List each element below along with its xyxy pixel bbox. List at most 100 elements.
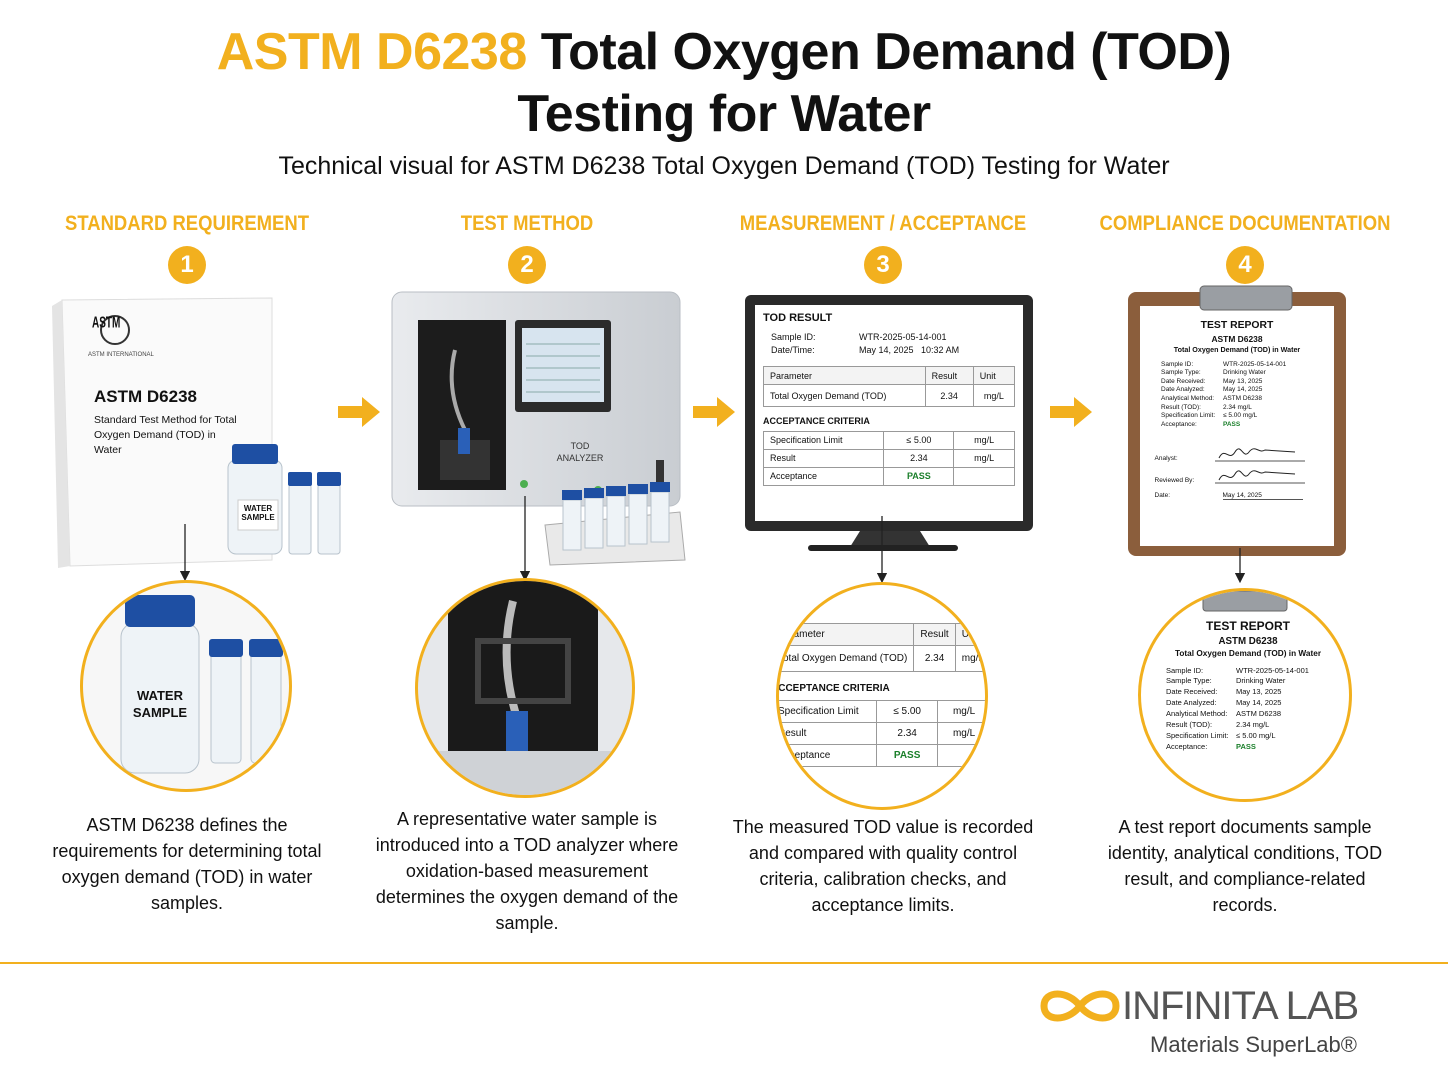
criteria-unit: mg/L (937, 699, 985, 723)
criteria-row: Specification Limit ≤ 5.00 mg/L (779, 699, 985, 723)
report-field: Sample ID: WTR-2025-05-14-001 (1161, 361, 1326, 368)
report-subtitle: Total Oxygen Demand (TOD) in Water (1173, 346, 1301, 354)
report-field: Specification Limit: ≤ 5.00 mg/L (1166, 731, 1345, 740)
criteria-value: ≤ 5.00 (876, 699, 939, 723)
zoom-analyzer (415, 578, 635, 798)
tod-analyzer (391, 291, 681, 507)
criteria-table: Specification Limit ≤ 5.00 mg/L Result 2.34 m… (762, 430, 1015, 486)
report-field: Result (TOD): 2.34 mg/L (1166, 720, 1345, 729)
step-description: A test report documents sample identity,… (1107, 817, 1383, 915)
criteria-value: ≤ 5.00 (883, 430, 955, 450)
title-highlight: ASTM D6238 (216, 23, 528, 81)
table-header-row: Parameter Result Unit (779, 623, 985, 646)
sample-bottles (227, 444, 341, 555)
brand-name: INFINITA LAB (1122, 984, 1359, 1028)
field-label: Result (TOD): (1161, 403, 1201, 411)
title-line-2: Testing for Water (517, 85, 931, 143)
zoom-result-content: Parameter Result Unit Total Oxygen Demand (… (776, 623, 985, 767)
standard-document (52, 297, 273, 568)
field-value: ASTM D6238 (1236, 709, 1282, 718)
brand-tagline: Materials SuperLab® (1150, 1032, 1357, 1057)
result-screen: TOD RESULT Sample ID: WTR-2025-05-14-001 Da… (762, 312, 1016, 486)
field-label: Acceptance: (1161, 420, 1197, 428)
criteria-label: Acceptance (762, 466, 885, 486)
measurement-parameter: Total Oxygen Demand (TOD) (763, 384, 926, 407)
field-label: Specification Limit: (1166, 730, 1229, 740)
step-heading: STANDARD REQUIREMENT (64, 212, 310, 235)
criteria-unit: mg/L (953, 448, 1015, 468)
step-arrows (338, 397, 1092, 427)
result-table: Parameter Result Unit Total Oxygen Demand (… (763, 366, 1016, 407)
criteria-row: Result 2.34 mg/L (762, 448, 1015, 468)
connectors (179, 496, 1246, 584)
criteria-label: Specification Limit (779, 699, 878, 723)
signature (1214, 470, 1305, 484)
field-label: Date Received: (1166, 687, 1218, 697)
report-field: Date Analyzed: May 14, 2025 (1161, 386, 1326, 393)
criteria-value: 2.34 (876, 721, 939, 745)
report-field: Result (TOD): 2.34 mg/L (1161, 404, 1326, 411)
field-label: Date Received: (1161, 377, 1206, 385)
zoom-bottle-label: WATER SAMPLE (132, 688, 188, 720)
field-value: May 13, 2025 (1236, 687, 1282, 697)
spacer (763, 358, 1015, 366)
result-table: Parameter Result Unit Total Oxygen Demand (… (779, 623, 985, 672)
report-field: Sample Type: Drinking Water (1161, 369, 1326, 376)
field-label: Date Analyzed: (1161, 386, 1205, 394)
doc-title: Standard Test Method for Total Oxygen De… (94, 414, 237, 456)
step-heading: MEASUREMENT / ACCEPTANCE (739, 212, 1027, 235)
doc-code: ASTM D6238 (94, 387, 197, 406)
meta-row: Date/Time: May 14, 2025 10:32 AM (771, 345, 1015, 355)
field-value: Drinking Water (1223, 369, 1266, 377)
brand-logo (1040, 990, 1120, 1022)
field-label: Date Analyzed: (1166, 698, 1217, 708)
report-field: Sample Type: Drinking Water (1166, 676, 1345, 685)
criteria-row: Acceptance PASS (779, 743, 985, 767)
zoom-chamber (438, 581, 618, 795)
criteria-row: Specification Limit ≤ 5.00 mg/L (762, 430, 1015, 450)
astm-logo: ASTM (92, 314, 121, 333)
field-value: ≤ 5.00 mg/L (1223, 412, 1258, 420)
clipboard (1128, 285, 1346, 556)
vial-rack (544, 482, 686, 566)
field-value: May 14, 2025 (1236, 698, 1282, 708)
measurement-result: 2.34 (913, 645, 956, 672)
criteria-label: Result (779, 721, 878, 745)
meta-label: Date/Time: (771, 345, 815, 355)
step-heading: COMPLIANCE DOCUMENTATION (1099, 212, 1391, 235)
subtitle: Technical visual for ASTM D6238 Total Ox… (278, 152, 1170, 180)
field-label: Sample ID: (1166, 665, 1204, 675)
column-header: Result (913, 623, 956, 646)
screen-title: TOD RESULT (763, 312, 833, 324)
field-value: May 14, 2025 (1223, 386, 1263, 394)
signature (1214, 448, 1305, 462)
table-header-row: Parameter Result Unit (763, 366, 1016, 385)
zoom-sample: WATER SAMPLE (80, 580, 292, 792)
step-description: The measured TOD value is recorded and c… (732, 817, 1034, 915)
field-label: Sample Type: (1166, 676, 1212, 686)
field-value: ≤ 5.00 mg/L (1236, 730, 1276, 740)
signature-label: Reviewed By: (1154, 476, 1195, 484)
field-label: Result (TOD): (1166, 719, 1213, 729)
field-label: Specification Limit: (1161, 412, 1216, 420)
bottle-label: WATER SAMPLE (241, 504, 275, 522)
field-label: Acceptance: (1166, 741, 1208, 751)
zoom-bottles (120, 595, 283, 774)
report-standard: ASTM D6238 (1218, 636, 1278, 647)
report-subtitle: Total Oxygen Demand (TOD) in Water (1174, 649, 1322, 658)
report-field: Specification Limit: ≤ 5.00 mg/L (1161, 412, 1326, 419)
field-label: Sample Type: (1161, 369, 1201, 377)
criteria-row: Result 2.34 mg/L (779, 721, 985, 745)
field-value: PASS (1223, 420, 1241, 428)
date-label: Date: (1154, 491, 1171, 499)
field-label: Analytical Method: (1166, 709, 1228, 718)
zoom-report: TEST REPORT ASTM D6238 Total Oxygen Demand… (1138, 588, 1352, 802)
column-header: Parameter (779, 623, 915, 646)
report-field: Date Analyzed: May 14, 2025 (1166, 698, 1345, 707)
report-field: Analytical Method: ASTM D6238 (1161, 395, 1326, 402)
criteria-title: ACCEPTANCE CRITERIA (776, 683, 890, 694)
measurement-parameter: Total Oxygen Demand (TOD) (779, 645, 915, 672)
zoom-result: Parameter Result Unit Total Oxygen Demand (… (776, 582, 988, 810)
meta-label: Sample ID: (771, 332, 816, 342)
